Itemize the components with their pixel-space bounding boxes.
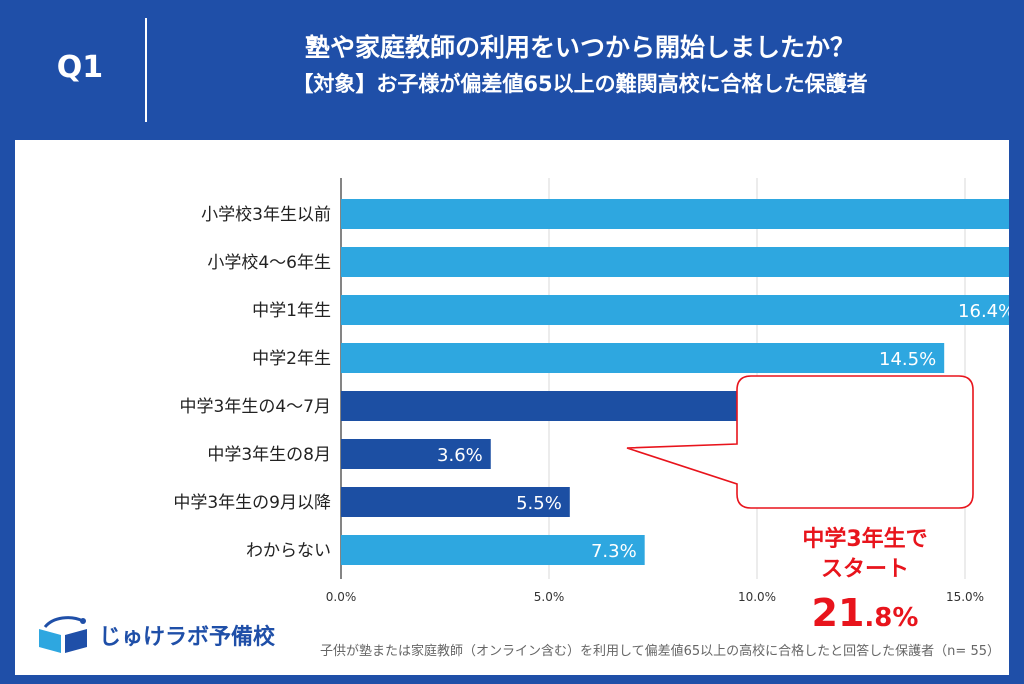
x-tick-label: 15.0% (946, 590, 984, 604)
footnote: 子供が塾または家庭教師（オンライン含む）を利用して偏差値65以上の高校に合格した… (320, 644, 1000, 659)
category-label: 中学3年生の8月 (207, 445, 331, 465)
bar (341, 535, 645, 565)
callout-line1: 中学3年生で (802, 527, 928, 552)
value-label: 7.3% (591, 541, 637, 562)
bar (341, 199, 1009, 229)
bar (341, 295, 1009, 325)
x-tick-label: 0.0% (326, 590, 357, 604)
callout-text: 中学3年生で スタート 21.8% (775, 525, 955, 640)
x-tick-label: 10.0% (738, 590, 776, 604)
bar (341, 247, 1009, 277)
chart-subtitle: 【対象】お子様が偏差値65以上の難関高校に合格した保護者 (292, 72, 868, 96)
x-tick-label: 5.0% (534, 590, 565, 604)
callout-bubble (626, 375, 974, 509)
bar (341, 343, 945, 373)
category-label: 中学2年生 (252, 349, 331, 369)
category-label: わからない (246, 541, 331, 561)
value-label: 14.5% (879, 349, 936, 370)
logo-text: じゅけラボ予備校 (99, 625, 276, 650)
callout-value-int: 21 (811, 591, 865, 635)
value-label: 3.6% (437, 445, 483, 466)
question-label: Q1 (56, 50, 104, 85)
value-label: 5.5% (516, 493, 562, 514)
logo: じゅけラボ予備校 (35, 613, 275, 657)
category-label: 中学3年生の9月以降 (173, 493, 331, 513)
bar (341, 487, 570, 517)
value-label: 16.4% (958, 301, 1009, 322)
chart-title: 塾や家庭教師の利用をいつから開始しましたか？ (304, 33, 855, 62)
callout-value-dec: .8% (864, 603, 919, 633)
callout-value: 21.8% (775, 591, 955, 640)
callout-line2: スタート (820, 557, 909, 582)
bar-chart: 0.0%5.0%10.0%15.0%20.0%25.0%小学校3年生以前18.2… (173, 178, 1009, 604)
category-label: 小学校4〜6年生 (207, 253, 331, 273)
chart-panel: 0.0%5.0%10.0%15.0%20.0%25.0%小学校3年生以前18.2… (15, 140, 1009, 675)
header: Q1 塾や家庭教師の利用をいつから開始しましたか？ 【対象】お子様が偏差値65以… (0, 0, 1024, 135)
open-book-icon (39, 616, 87, 653)
category-label: 小学校3年生以前 (201, 205, 331, 225)
category-label: 中学3年生の4〜7月 (180, 397, 331, 417)
category-label: 中学1年生 (252, 301, 331, 321)
bar (341, 439, 491, 469)
header-divider (145, 18, 147, 122)
